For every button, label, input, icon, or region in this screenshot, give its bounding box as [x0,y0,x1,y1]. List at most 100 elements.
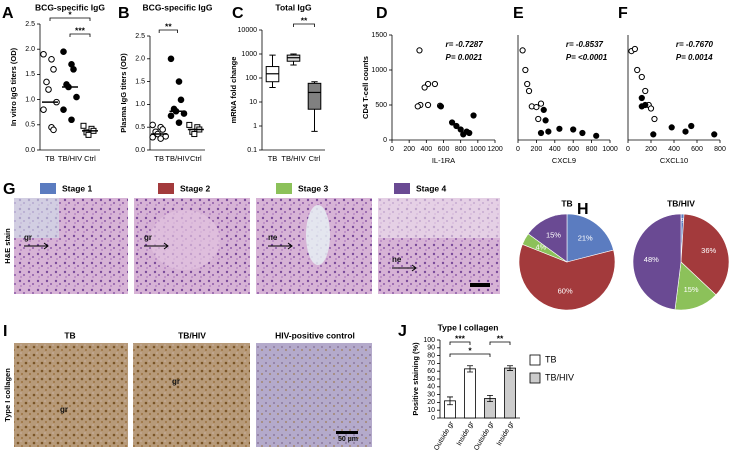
significance-bracket [293,23,315,27]
y-tick-label: 0.5 [135,124,145,131]
collagen-images: I TB TB/HIV HIV-positive control gr gr 5… [3,323,372,447]
legend-swatch [529,372,541,384]
data-point [533,104,540,111]
y-tick-label: 0 [431,415,435,422]
panel-letter: I [3,323,7,340]
x-tick-label: Ctrl [190,154,202,163]
he-image-region [14,198,59,238]
image-label: gr [144,233,152,242]
significance-bracket [158,29,178,33]
significance-label: ** [497,333,504,343]
data-point [668,124,675,131]
arrow [24,242,49,250]
y-tick-label: 10000 [238,27,258,34]
data-point [642,87,649,95]
y-tick-label: 1.5 [25,71,35,78]
image-label: gr [60,405,68,414]
y-tick-label: 0.0 [135,147,145,154]
pie-slice [527,213,568,263]
y-tick-label: 1000 [371,67,387,74]
data-point [525,87,533,95]
data-point [186,121,193,128]
data-point [437,103,445,110]
data-point [167,112,175,120]
y-tick-label: 80 [427,352,435,359]
significance-bracket [69,33,91,37]
chart-title: BCG-specific IgG [35,2,105,12]
data-point [50,126,57,134]
panel-letter: D [376,5,388,22]
x-tick-label: TB [45,154,55,163]
data-point [466,129,473,137]
data-point [60,48,67,56]
y-axis-label: CD4 T-cell counts [361,56,370,119]
data-point [43,78,50,86]
panel-letter: C [232,5,244,22]
x-tick-label: 800 [714,146,726,153]
x-tick-label: 600 [567,146,579,153]
data-point [545,128,552,135]
y-tick-label: 30 [427,391,435,398]
data-point [711,131,718,138]
y-tick-label: 1.0 [25,96,35,103]
legend-label: Stage 1 [62,183,93,193]
side-label: Type I collagen [3,368,12,422]
y-tick-label: 0 [383,137,387,144]
data-point [414,103,421,110]
data-point [40,50,47,58]
panel-letter: B [118,5,130,22]
x-tick-label: 200 [403,146,415,153]
y-axis-label: mRNA fold change [229,57,238,124]
pie-slice [632,213,682,310]
data-point [682,128,689,135]
image-label: ne [392,255,402,264]
x-tick-label: Inside gr [456,420,476,447]
value-label: 15% [546,230,561,239]
legend-label: Stage 2 [180,183,211,193]
x-tick-label: TB/HIV [165,154,189,163]
collagen-image [256,343,372,447]
x-axis-label: CXCL10 [660,156,688,165]
data-point [448,119,456,126]
data-point [579,129,586,137]
y-tick-label: 2.0 [135,56,145,63]
y-tick-label: 2.5 [135,33,145,40]
image-label: ne [268,233,278,242]
he-image-region [378,198,500,238]
data-point [522,66,529,74]
data-point [60,106,67,113]
x-tick-label: 1200 [487,146,503,153]
data-point [688,122,695,130]
x-tick-label: 1000 [602,146,618,153]
x-tick-label: 0 [626,146,630,153]
chart-title: TB/HIV [667,198,695,208]
significance-bracket [49,17,91,21]
y-tick-label: 20 [427,399,435,406]
legend-swatch [529,354,541,366]
data-point [159,126,166,133]
y-tick-label: 500 [375,102,387,109]
error-bar [467,365,473,373]
pie-slice [566,213,614,263]
scale-bar [336,431,358,434]
data-point [535,115,542,123]
y-tick-label: 40 [427,384,435,391]
panel-letter: F [618,5,628,22]
data-point [638,73,645,81]
data-point [48,55,55,63]
data-point [634,66,641,74]
x-tick-label: TB [268,154,278,163]
x-tick-label: 200 [531,146,543,153]
data-point [457,126,464,133]
legend-label: Stage 4 [416,183,447,193]
data-point [73,93,80,101]
image-label: gr [172,377,180,386]
y-tick-label: 2.5 [25,21,35,28]
x-tick-label: Ctrl [84,154,96,163]
data-point [40,106,47,113]
data-point [540,106,547,114]
error-bar [487,394,493,403]
data-point [519,47,526,54]
granuloma [150,210,220,270]
